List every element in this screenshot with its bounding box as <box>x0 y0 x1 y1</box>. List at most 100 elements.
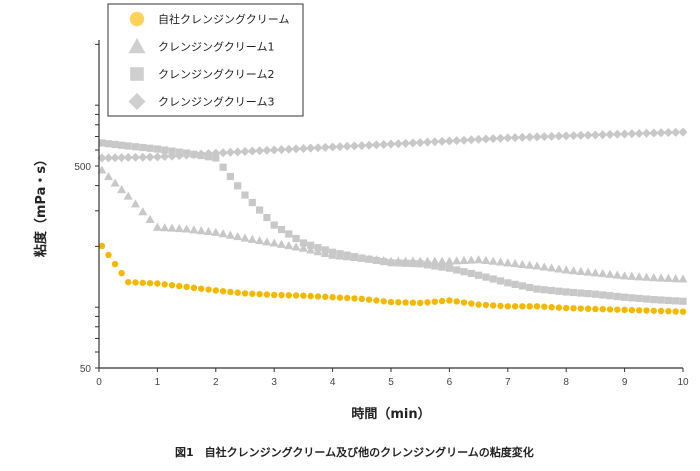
data-point <box>125 278 132 286</box>
data-point-interp <box>437 136 447 146</box>
data-point-interp <box>490 302 497 309</box>
data-point <box>679 297 687 305</box>
data-point <box>562 288 570 296</box>
data-point-interp <box>110 153 120 163</box>
data-point-interp <box>292 292 300 299</box>
data-point-interp <box>437 256 447 265</box>
data-point <box>561 265 571 274</box>
data-point <box>475 301 482 308</box>
data-point-interp <box>656 273 666 282</box>
legend-label: クレンジングクリーム1 <box>158 40 274 54</box>
data-point <box>474 255 484 264</box>
data-point-interp <box>111 140 119 149</box>
data-point-interp <box>110 178 120 187</box>
data-point-interp <box>598 269 608 278</box>
data-point-interp <box>373 297 380 304</box>
data-point-interp <box>614 306 621 313</box>
data-point <box>240 146 250 156</box>
data-point <box>154 280 161 287</box>
data-point-interp <box>105 251 112 259</box>
data-point <box>504 279 512 287</box>
data-point <box>357 141 367 151</box>
data-point-interp <box>204 153 213 161</box>
data-point <box>591 290 599 298</box>
data-point-interp <box>306 245 316 254</box>
data-point <box>358 295 365 303</box>
data-point-interp <box>277 145 286 155</box>
data-point-interp <box>577 305 584 312</box>
x-tick-label: 0 <box>96 377 102 388</box>
data-point <box>300 292 307 299</box>
data-point-interp <box>548 303 555 311</box>
data-point-interp <box>174 223 184 233</box>
data-point-interp <box>247 234 257 243</box>
legend-label: クレンジングクリーム2 <box>158 67 274 81</box>
data-point-interp <box>168 147 176 155</box>
data-point-interp <box>606 306 614 313</box>
data-point <box>679 308 687 315</box>
data-point-interp <box>584 305 592 312</box>
data-point <box>590 130 600 140</box>
data-point-interp <box>643 307 650 314</box>
data-point-interp <box>138 152 148 162</box>
data-point <box>533 303 541 310</box>
data-point-interp <box>517 132 527 142</box>
data-point <box>504 303 511 310</box>
data-point-interp <box>364 254 374 263</box>
data-point-interp <box>393 139 403 149</box>
data-point-interp <box>671 274 681 283</box>
data-point <box>269 145 279 155</box>
x-tick-label: 10 <box>677 377 689 388</box>
data-point-interp <box>636 307 643 314</box>
data-point <box>563 304 570 312</box>
data-point-interp <box>307 292 314 300</box>
data-point-interp <box>642 295 651 303</box>
data-point <box>650 296 658 304</box>
data-point-interp <box>205 286 212 293</box>
data-point-interp <box>466 255 476 264</box>
data-point-interp <box>539 262 549 271</box>
data-point <box>98 242 106 250</box>
data-point-interp <box>431 262 439 270</box>
data-point-interp <box>277 239 286 248</box>
data-point-interp <box>168 282 176 289</box>
data-point-interp <box>248 198 256 207</box>
data-point-interp <box>198 285 205 292</box>
data-point-interp <box>459 255 469 264</box>
data-point-interp <box>459 135 469 145</box>
data-point-interp <box>605 130 615 140</box>
data-point-interp <box>482 273 490 281</box>
data-point-interp <box>555 304 563 311</box>
data-point-interp <box>481 255 491 264</box>
data-point <box>211 227 221 236</box>
data-point-interp <box>284 241 294 250</box>
data-point <box>97 153 107 163</box>
data-point-interp <box>482 301 490 309</box>
data-point-interp <box>313 247 323 256</box>
data-point <box>532 261 542 270</box>
data-point-interp <box>657 307 665 315</box>
data-point-interp <box>460 268 468 276</box>
data-point-interp <box>672 297 680 305</box>
data-point-interp <box>131 152 140 162</box>
data-point <box>124 142 132 150</box>
data-point-interp <box>569 131 578 141</box>
data-point-interp <box>118 269 125 277</box>
data-point-interp <box>467 269 475 278</box>
data-point-interp <box>569 288 578 297</box>
data-point-interp <box>277 225 286 234</box>
data-point-interp <box>577 289 585 297</box>
y-ticks: 50 500 <box>74 43 99 375</box>
data-point-interp <box>496 133 505 143</box>
data-point <box>474 134 484 144</box>
data-point <box>417 299 424 307</box>
data-point-interp <box>335 251 345 260</box>
data-point-interp <box>525 132 535 142</box>
data-point-interp <box>488 256 498 265</box>
data-point <box>415 256 425 265</box>
data-point <box>386 256 396 265</box>
data-point-interp <box>663 128 673 138</box>
legend-marker-circle <box>129 11 145 27</box>
data-point-interp <box>196 226 206 235</box>
data-point-interp <box>489 275 497 283</box>
